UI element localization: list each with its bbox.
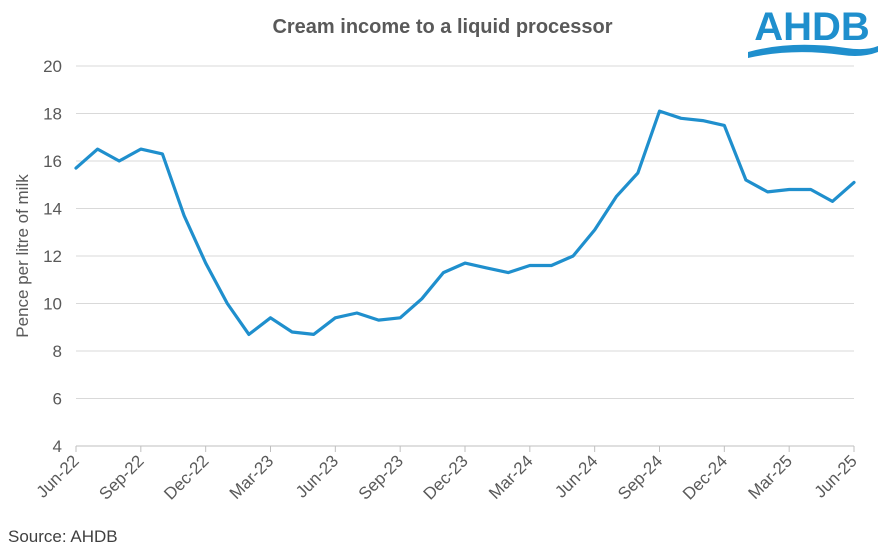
x-tick-label: Dec-24 (679, 451, 731, 503)
x-tick-label: Jun-23 (292, 451, 342, 501)
y-tick-label: 8 (53, 342, 62, 361)
x-tick-label: Sep-24 (614, 451, 666, 503)
x-tick-label: Sep-23 (355, 451, 407, 503)
series-line (74, 109, 856, 336)
x-axis-ticks: Jun-22 Sep-22 Dec-22 Mar-23 Jun-23 Sep-23 Dec-… (33, 446, 861, 504)
x-tick-label: Dec-22 (160, 451, 212, 503)
x-tick-label: Jun-25 (811, 451, 861, 501)
chart-title: Cream income to a liquid processor (272, 16, 613, 38)
x-tick-label: Jun-22 (33, 451, 83, 501)
y-tick-label: 14 (43, 200, 62, 219)
y-tick-label: 18 (43, 105, 62, 124)
x-tick-label: Sep-22 (95, 451, 147, 503)
x-tick-label: Dec-23 (420, 451, 472, 503)
y-tick-label: 10 (43, 295, 62, 314)
y-axis-label: Pence per litre of milk (13, 174, 32, 338)
logo-text: AHDB (754, 5, 870, 49)
x-tick-label: Mar-25 (744, 451, 796, 503)
y-tick-label: 6 (53, 390, 62, 409)
gridlines (76, 65, 854, 399)
line-chart: 4 6 8 10 12 14 16 18 20 Jun-22 Sep-22 Dec-22 Mar-23… (13, 57, 861, 504)
y-tick-label: 12 (43, 247, 62, 266)
y-tick-label: 4 (53, 437, 62, 456)
y-axis-ticks: 4 6 8 10 12 14 16 18 20 (43, 57, 62, 456)
source-note: Source: AHDB (8, 527, 118, 546)
y-tick-label: 20 (43, 57, 62, 76)
ahdb-logo: AHDB (748, 5, 878, 58)
x-tick-label: Mar-24 (485, 451, 537, 503)
x-tick-label: Mar-23 (226, 451, 278, 503)
x-tick-label: Jun-24 (551, 451, 601, 501)
y-tick-label: 16 (43, 152, 62, 171)
series (74, 109, 856, 336)
